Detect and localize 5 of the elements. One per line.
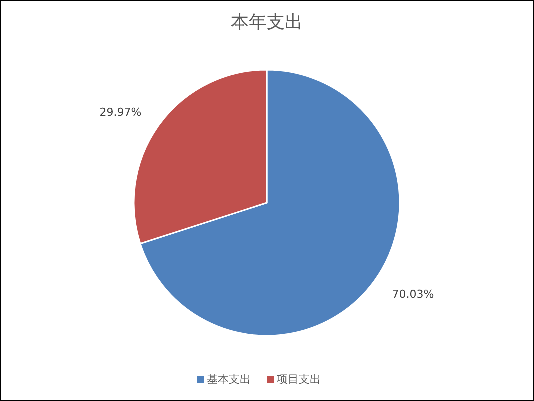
data-label: 70.03% [392, 288, 434, 302]
legend-label: 基本支出 [207, 373, 251, 386]
data-label: 29.97% [100, 106, 142, 119]
legend-label: 项目支出 [277, 373, 321, 386]
chart-title: 本年支出 [231, 12, 303, 33]
